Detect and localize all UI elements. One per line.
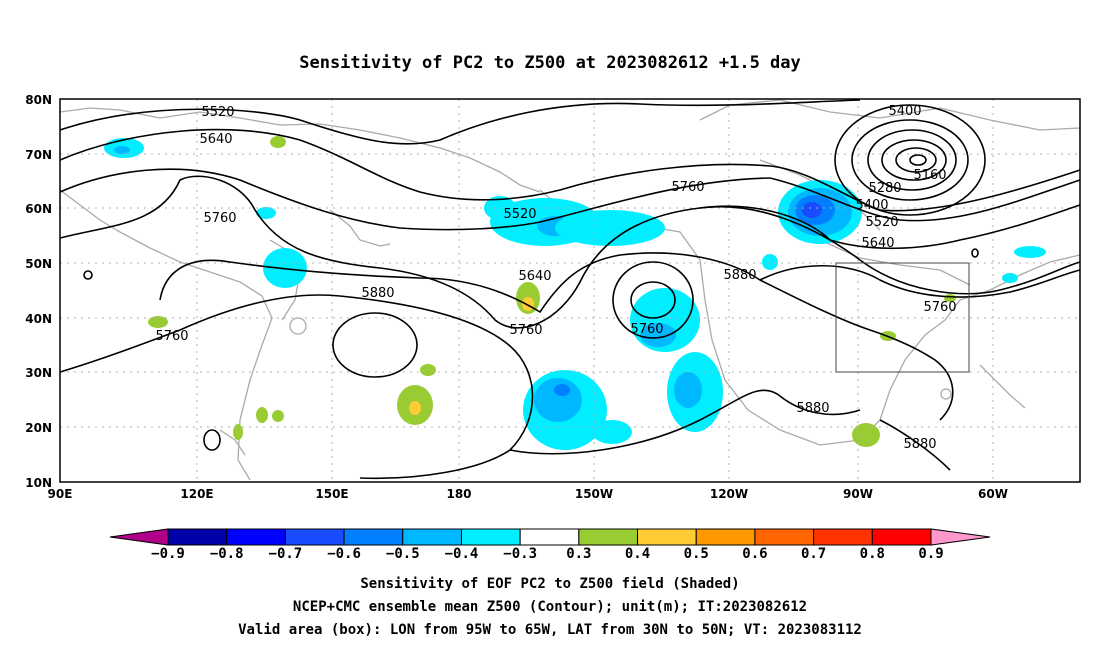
contour-label: 5880: [903, 437, 936, 452]
contour-label: 5520: [503, 207, 536, 222]
lon-label: 120W: [710, 487, 748, 501]
colorbar-label: 0.9: [918, 546, 943, 562]
colorbar-swatch: [813, 528, 873, 546]
figure-title: Sensitivity of PC2 to Z500 at 2023082612…: [299, 53, 801, 73]
lon-label: 90W: [843, 487, 873, 501]
lat-label: 80N: [25, 93, 52, 107]
colorbar-swatch: [284, 528, 345, 546]
contour-label: 5760: [923, 300, 956, 315]
map-panel: 5520 5640 5760 5760 5520 5640 5760 5880 …: [59, 98, 1081, 483]
caption-line-2: NCEP+CMC ensemble mean Z500 (Contour); u…: [293, 599, 807, 615]
sensitivity-shading: [104, 136, 1046, 450]
contour-label: 5880: [361, 286, 394, 301]
lat-label: 10N: [25, 476, 52, 490]
map-frame: [59, 98, 1081, 483]
lon-label: 150E: [315, 487, 348, 501]
colorbar: −0.9 −0.8 −0.7 −0.6 −0.5 −0.4 −0.3 0.3 0.4 0.5 0.6…: [109, 528, 991, 562]
colorbar-swatch: [695, 528, 756, 546]
colorbar-swatch: [637, 528, 697, 546]
colorbar-swatch: [402, 528, 462, 546]
contour-label: 5880: [796, 401, 829, 416]
caption-line-3: Valid area (box): LON from 95W to 65W, L…: [238, 622, 862, 638]
contour-label: 5520: [865, 215, 898, 230]
contour-label: 5640: [518, 269, 551, 284]
colorbar-label: −0.6: [327, 546, 361, 562]
colorbar-label: −0.4: [445, 546, 479, 562]
colorbar-left-triangle: [109, 528, 169, 546]
contour-label: 5520: [201, 105, 234, 120]
lon-label: 150W: [575, 487, 613, 501]
lon-label: 180: [446, 487, 471, 501]
colorbar-swatch: [167, 528, 228, 546]
caption-line-1: Sensitivity of EOF PC2 to Z500 field (Sh…: [360, 576, 739, 592]
valid-area-box: [835, 262, 970, 373]
colorbar-label: −0.3: [503, 546, 537, 562]
contour-label: 5640: [861, 236, 894, 251]
contour-label: 5760: [671, 180, 704, 195]
contour-label: 5640: [199, 132, 232, 147]
coastlines: [59, 99, 1081, 481]
lon-label: 60W: [978, 487, 1008, 501]
lat-label: 60N: [25, 202, 52, 216]
contour-label: 5280: [868, 181, 901, 196]
contour-label: 5880: [723, 268, 756, 283]
contour-label: 5760: [630, 322, 663, 337]
lon-label: 90E: [48, 487, 73, 501]
lat-label: 20N: [25, 421, 52, 435]
colorbar-label: 0.3: [566, 546, 591, 562]
colorbar-label: 0.4: [625, 546, 650, 562]
colorbar-swatch: [343, 528, 404, 546]
colorbar-swatch: [871, 528, 932, 546]
lat-label: 40N: [25, 312, 52, 326]
colorbar-label: −0.5: [386, 546, 420, 562]
colorbar-right-triangle: [930, 528, 991, 546]
longitude-labels: 90E 120E 150E 180 150W 120W 90W 60W: [48, 487, 1008, 501]
z500-contours: [59, 99, 1081, 480]
contour-label: 5760: [509, 323, 542, 338]
lat-label: 70N: [25, 148, 52, 162]
contour-label: 5760: [203, 211, 236, 226]
contour-labels: 5520 5640 5760 5760 5520 5640 5760 5880 …: [155, 104, 956, 452]
colorbar-label: −0.9: [151, 546, 185, 562]
lat-label: 30N: [25, 366, 52, 380]
colorbar-swatch: [754, 528, 815, 546]
colorbar-label: −0.7: [269, 546, 303, 562]
graticule: [60, 99, 1080, 482]
colorbar-swatch: [519, 528, 580, 546]
colorbar-label: 0.5: [684, 546, 709, 562]
contour-label: 5160: [913, 168, 946, 183]
colorbar-label: −0.8: [210, 546, 244, 562]
colorbar-label: 0.8: [860, 546, 885, 562]
colorbar-swatch: [460, 528, 521, 546]
colorbar-swatch: [578, 528, 639, 546]
lat-label: 50N: [25, 257, 52, 271]
lon-label: 120E: [180, 487, 213, 501]
colorbar-label: 0.7: [801, 546, 826, 562]
contour-label: 5400: [855, 198, 888, 213]
contour-label: 5400: [888, 104, 921, 119]
latitude-labels: 80N 70N 60N 50N 40N 30N 20N 10N: [25, 93, 52, 490]
colorbar-label: 0.6: [742, 546, 767, 562]
colorbar-swatch: [226, 528, 286, 546]
contour-label: 5760: [155, 329, 188, 344]
